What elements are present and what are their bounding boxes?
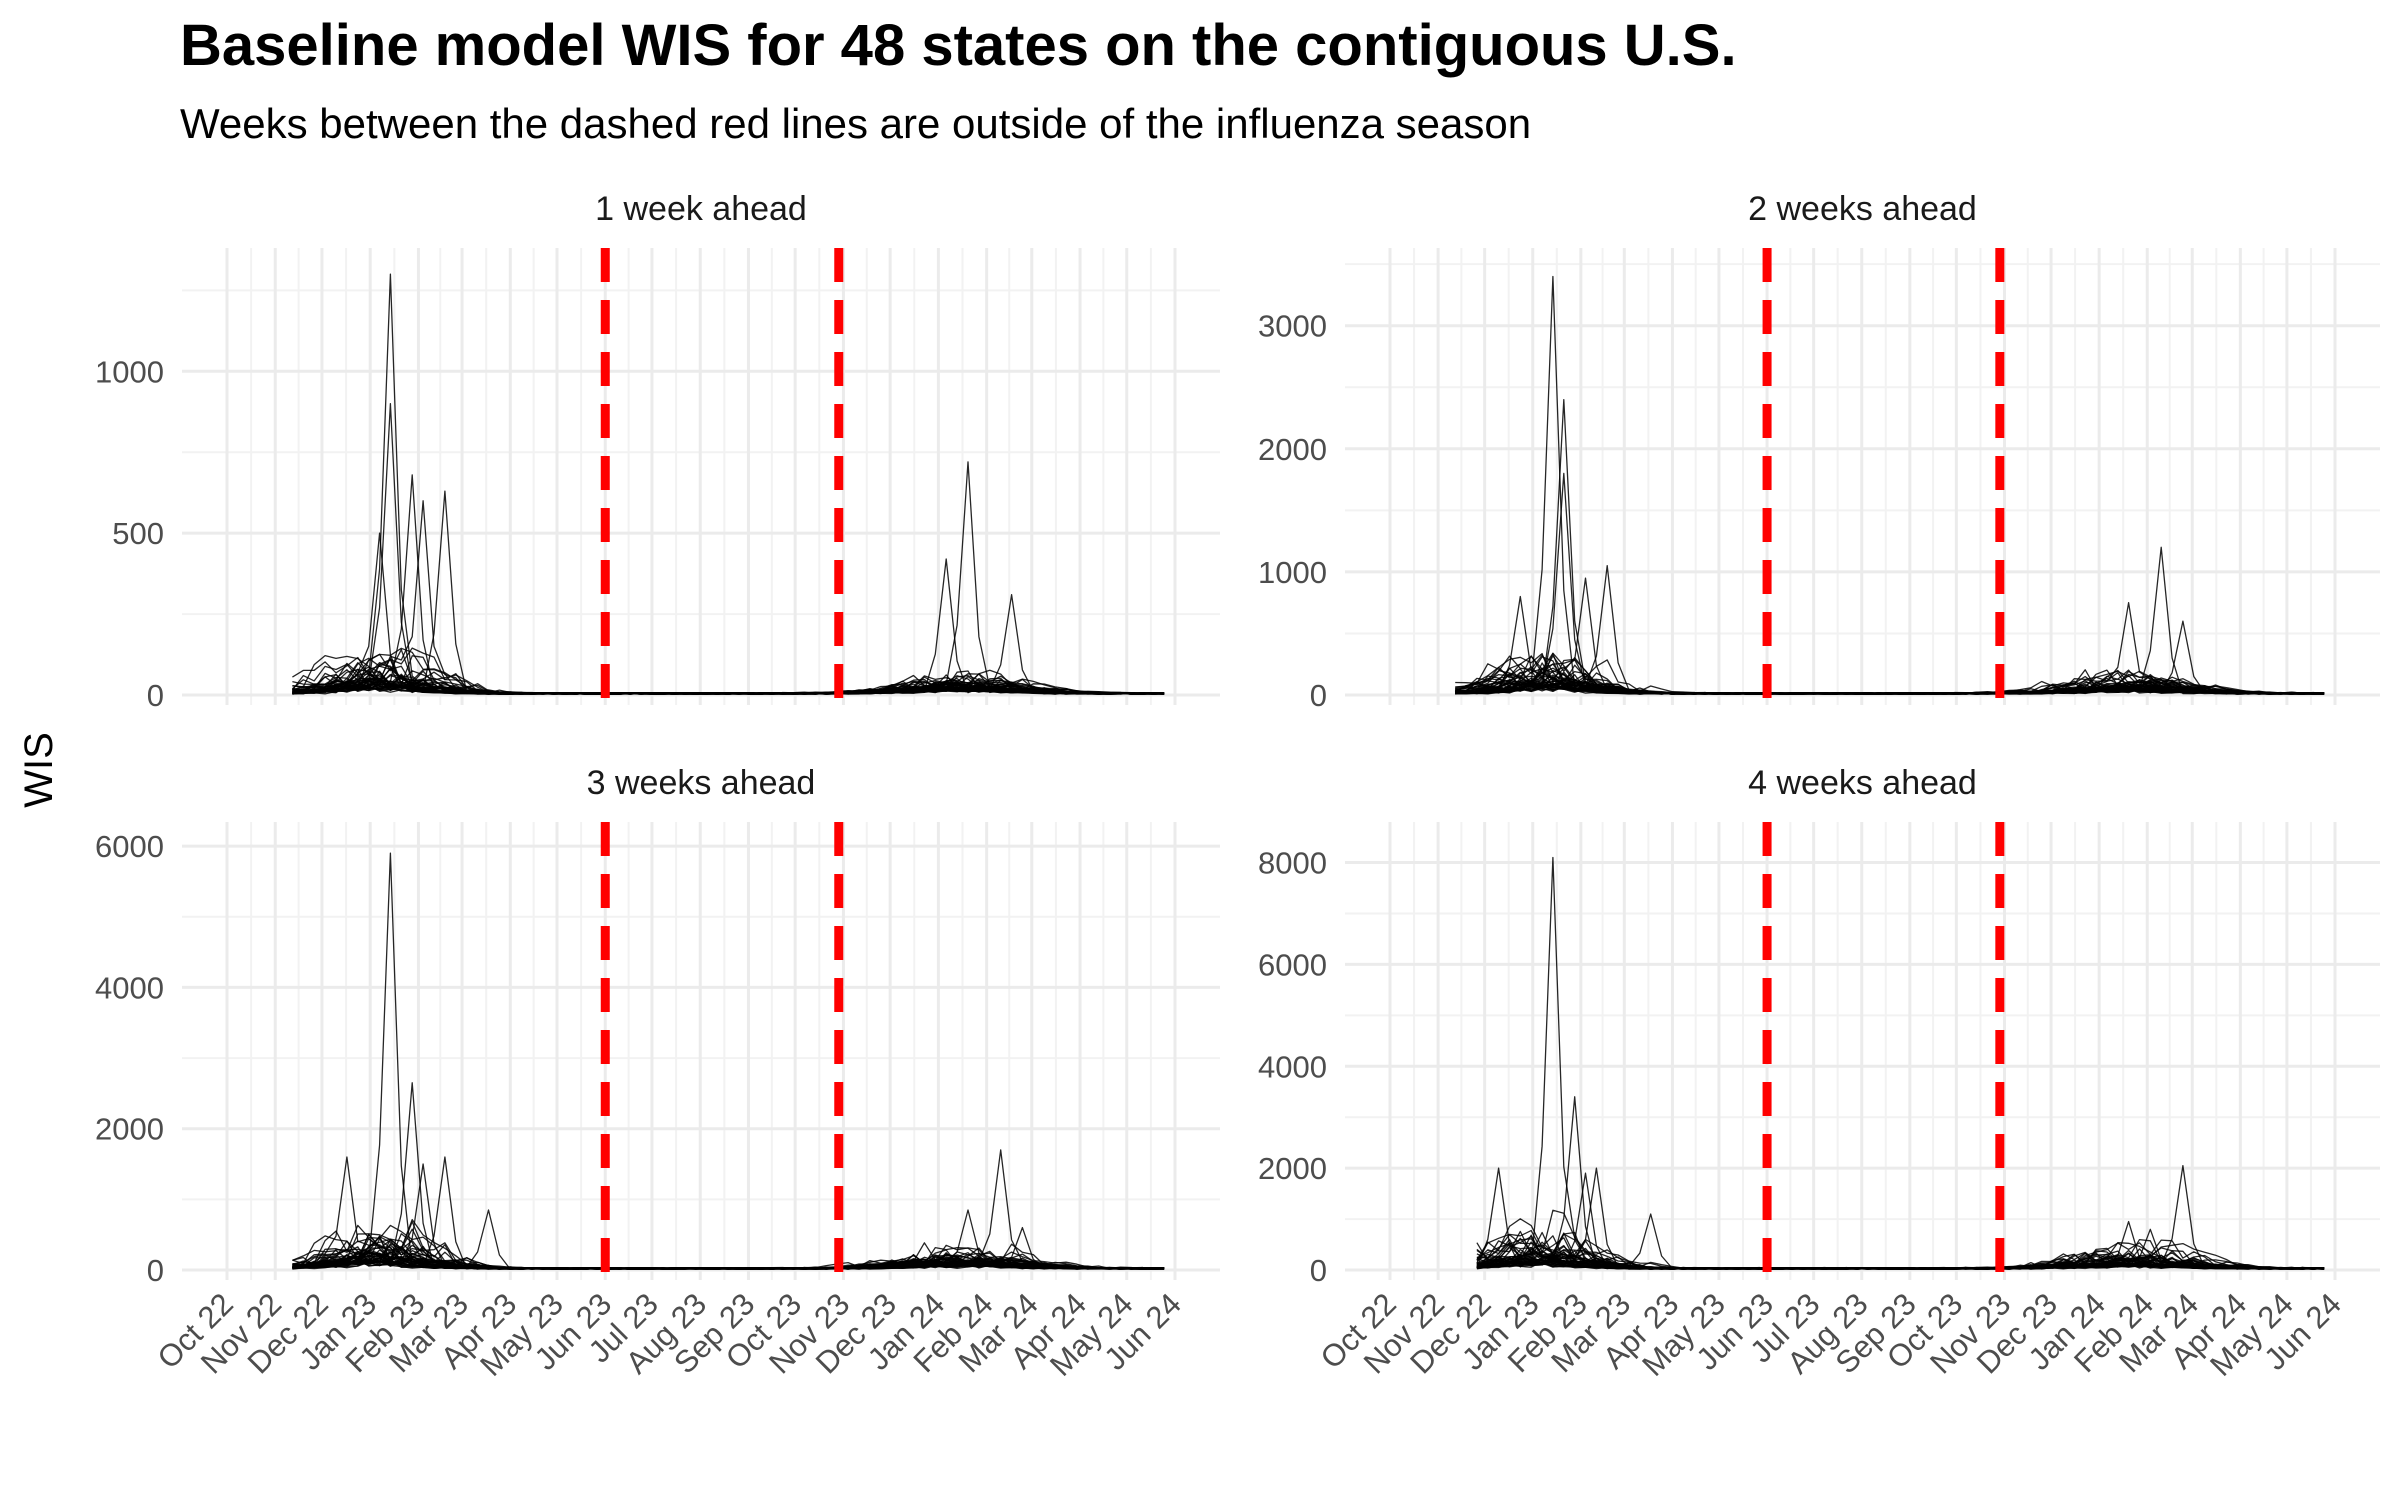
y-tick-label: 0 [1310, 678, 1327, 713]
series-line [1455, 670, 2325, 695]
y-tick-label: 6000 [1258, 947, 1327, 982]
y-tick-label: 0 [147, 678, 164, 713]
y-tick-label: 6000 [95, 829, 164, 864]
y-tick-label: 0 [147, 1253, 164, 1288]
y-tick-label: 1000 [95, 354, 164, 389]
series-line [292, 1082, 1165, 1270]
series-line [292, 1249, 1165, 1270]
series-line [1476, 856, 2325, 1270]
series-line [292, 490, 1165, 695]
panel-2: 2 weeks ahead 0 1000 2000 3000 [1258, 190, 2380, 713]
series-line [1455, 681, 2325, 695]
series-line [292, 670, 1165, 695]
y-tick-label: 2000 [95, 1112, 164, 1147]
y-axis-label: WIS [17, 732, 61, 808]
series-line [1455, 472, 2325, 695]
panel-label: 4 weeks ahead [1748, 764, 1977, 802]
y-tick-label: 4000 [95, 970, 164, 1005]
y-tick-label: 3000 [1258, 309, 1327, 344]
series-line [292, 683, 1165, 695]
chart-subtitle: Weeks between the dashed red lines are o… [180, 100, 1532, 147]
chart-title: Baseline model WIS for 48 states on the … [180, 13, 1737, 78]
y-tick-label: 500 [112, 516, 164, 551]
series-line [1455, 546, 2325, 695]
series-line [292, 852, 1165, 1270]
panel-label: 3 weeks ahead [587, 764, 816, 802]
series-line [292, 500, 1165, 695]
panel-1: 1 week ahead 0 500 1000 [95, 190, 1220, 713]
panel-label: 1 week ahead [595, 190, 807, 228]
series-line [1455, 398, 2325, 695]
y-tick-label: 2000 [1258, 1151, 1327, 1186]
series-line [1476, 1096, 2325, 1270]
series-line [292, 461, 1165, 695]
series-line [292, 558, 1165, 695]
series-line [292, 1156, 1165, 1270]
series-line [1455, 275, 2325, 695]
y-tick-label: 0 [1310, 1253, 1327, 1288]
y-tick-label: 2000 [1258, 432, 1327, 467]
y-tick-label: 1000 [1258, 555, 1327, 590]
panel-label: 2 weeks ahead [1748, 190, 1977, 228]
series-line [1476, 1246, 2325, 1270]
y-tick-label: 4000 [1258, 1049, 1327, 1084]
series-line [292, 403, 1165, 695]
y-tick-label: 8000 [1258, 846, 1327, 881]
